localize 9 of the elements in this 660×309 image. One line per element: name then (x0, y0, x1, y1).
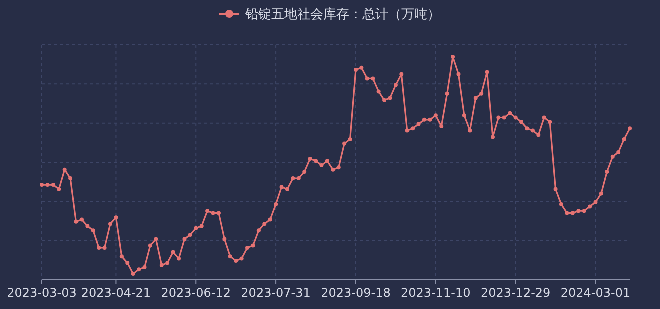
x-tick-label: 2023-12-29 (480, 286, 551, 300)
x-tick-label: 2023-03-03 (7, 286, 77, 300)
x-tick-label: 2023-04-21 (81, 286, 152, 300)
x-tick-label: 2023-07-31 (241, 286, 311, 300)
x-tick-label: 2024-03-01 (560, 286, 631, 300)
x-tick-label: 2023-09-18 (321, 286, 391, 300)
legend: 铅锭五地社会库存：总计（万吨） (220, 8, 440, 22)
x-tick-label: 2023-06-12 (161, 286, 232, 300)
x-tick-label: 2023-11-10 (401, 286, 471, 300)
